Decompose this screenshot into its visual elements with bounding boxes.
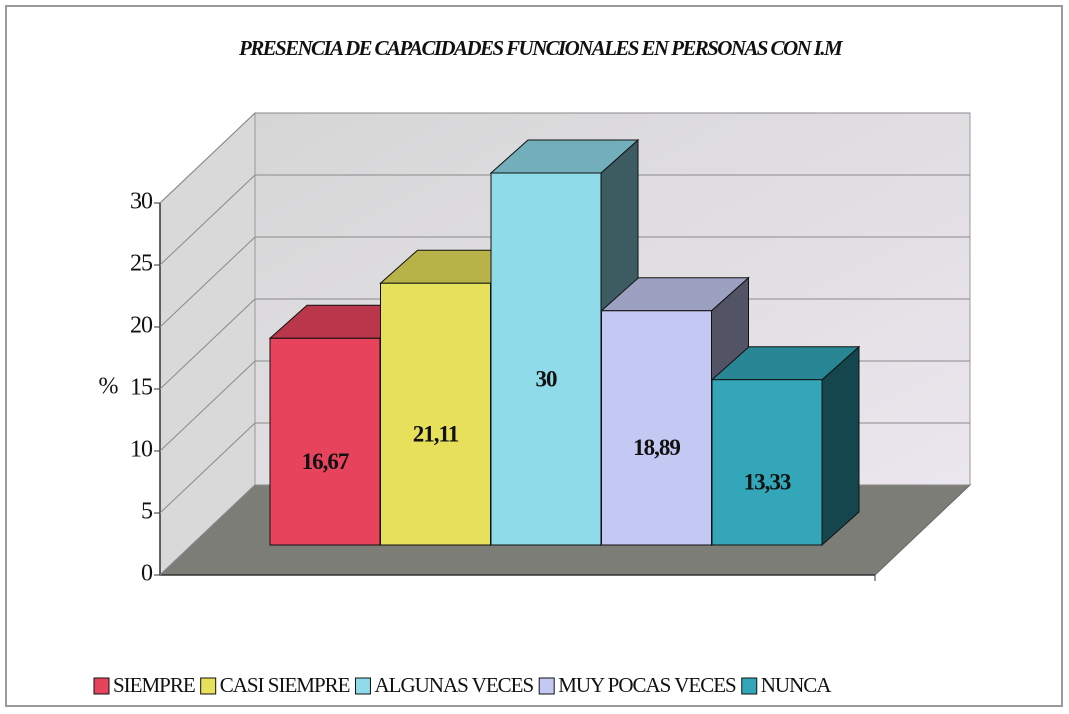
legend-swatch bbox=[93, 677, 110, 695]
grid-line bbox=[159, 112, 970, 204]
y-tick-label: 0 bbox=[141, 561, 153, 587]
data-label: 16,67 bbox=[302, 449, 349, 474]
legend-swatch bbox=[741, 677, 758, 695]
legend-label: MUY POCAS VECES bbox=[558, 673, 736, 697]
y-tick-label: 15 bbox=[130, 375, 153, 401]
grid-line bbox=[159, 236, 970, 328]
bar bbox=[601, 310, 712, 546]
y-tick-label: 5 bbox=[141, 499, 153, 525]
chart-title: PRESENCIA DE CAPACIDADES FUNCIONALES EN … bbox=[238, 36, 844, 60]
bar bbox=[380, 282, 491, 546]
legend-swatch bbox=[354, 677, 371, 695]
y-axis-label: % bbox=[99, 374, 119, 400]
bar-side bbox=[821, 345, 860, 547]
y-tick-label: 10 bbox=[130, 437, 153, 463]
legend-swatch bbox=[200, 677, 217, 695]
bar bbox=[711, 379, 823, 546]
y-tick-label: 20 bbox=[130, 313, 153, 339]
y-tick-label: 25 bbox=[130, 251, 153, 277]
data-label: 21,11 bbox=[413, 421, 459, 446]
legend-label: NUNCA bbox=[761, 673, 833, 697]
bar bbox=[490, 172, 602, 546]
legend-label: SIEMPRE bbox=[113, 673, 195, 697]
data-label: 30 bbox=[536, 366, 558, 391]
y-tick-label: 30 bbox=[130, 189, 153, 215]
grid-line bbox=[159, 174, 970, 266]
legend-label: ALGUNAS VECES bbox=[374, 673, 533, 697]
data-label: 13,33 bbox=[744, 470, 791, 495]
bar bbox=[269, 337, 381, 546]
legend-swatch bbox=[538, 677, 555, 695]
data-label: 18,89 bbox=[633, 435, 680, 460]
legend-label: CASI SIEMPRE bbox=[220, 673, 350, 697]
